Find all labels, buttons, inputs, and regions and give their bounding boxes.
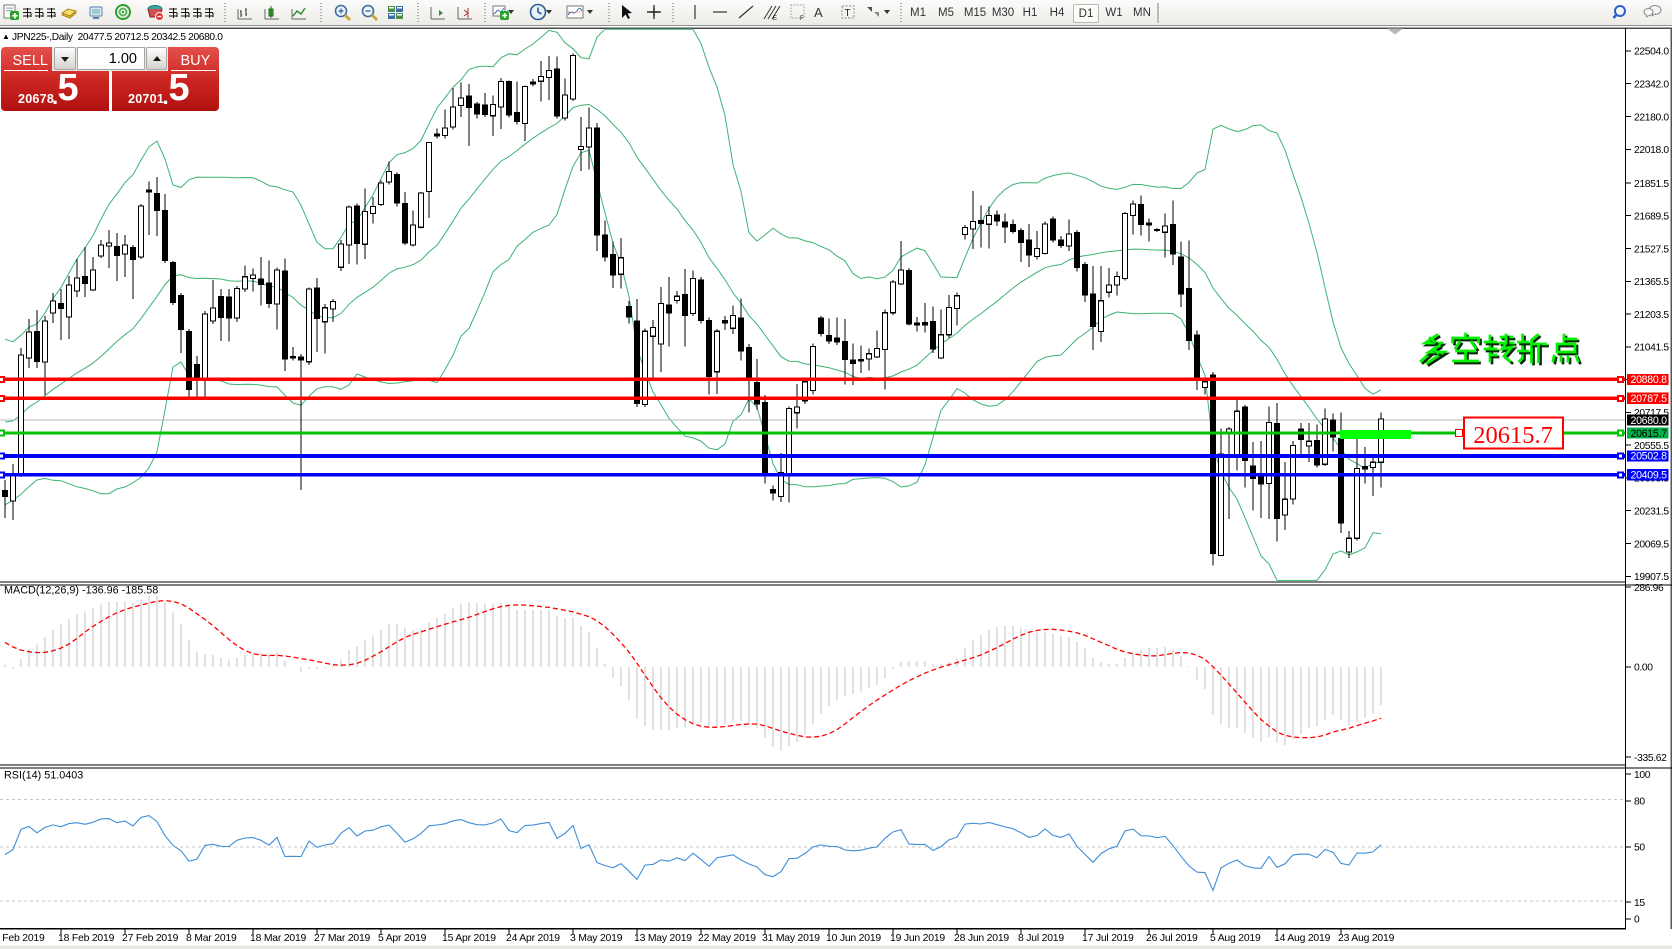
svg-text:5 Aug 2019: 5 Aug 2019 [1210,933,1261,944]
svg-text:20787.5: 20787.5 [1631,393,1668,405]
svg-text:15 Apr 2019: 15 Apr 2019 [442,933,496,944]
svg-text:21527.5: 21527.5 [1634,244,1669,255]
svg-text:21689.5: 21689.5 [1634,212,1669,223]
svg-text:31 May 2019: 31 May 2019 [762,933,820,944]
svg-text:26 Jul 2019: 26 Jul 2019 [1146,933,1198,944]
svg-text:8 Mar 2019: 8 Mar 2019 [186,933,237,944]
svg-text:8 Feb 2019: 8 Feb 2019 [0,933,45,944]
svg-text:20880.8: 20880.8 [1631,374,1668,386]
svg-text:22180.0: 22180.0 [1634,112,1669,123]
svg-text:20615.7: 20615.7 [1473,422,1553,449]
svg-text:MACD(12,26,9) -136.96 -185.58: MACD(12,26,9) -136.96 -185.58 [4,585,158,597]
svg-text:19 Jun 2019: 19 Jun 2019 [890,933,945,944]
svg-text:20409.5: 20409.5 [1631,470,1668,482]
svg-text:T: T [845,8,851,19]
svg-text:23 Aug 2019: 23 Aug 2019 [1338,933,1395,944]
svg-text:20069.5: 20069.5 [1634,539,1669,550]
svg-text:27 Feb 2019: 27 Feb 2019 [122,933,179,944]
svg-text:21041.5: 21041.5 [1634,343,1669,354]
svg-text:21203.5: 21203.5 [1634,310,1669,321]
svg-text:13 May 2019: 13 May 2019 [634,933,692,944]
svg-text:18 Mar 2019: 18 Mar 2019 [250,933,307,944]
svg-text:21365.5: 21365.5 [1634,277,1669,288]
svg-text:17 Jul 2019: 17 Jul 2019 [1082,933,1134,944]
svg-text:20555.5: 20555.5 [1634,441,1669,452]
svg-text:E: E [773,16,777,22]
svg-text:20680.0: 20680.0 [1631,415,1668,427]
svg-text:-335.62: -335.62 [1634,753,1667,764]
svg-text:19907.5: 19907.5 [1634,572,1669,583]
svg-text:20502.8: 20502.8 [1631,451,1668,463]
svg-text:0.00: 0.00 [1634,663,1653,674]
svg-text:20615.7: 20615.7 [1631,428,1668,440]
svg-text:18 Feb 2019: 18 Feb 2019 [58,933,115,944]
svg-text:15: 15 [1634,898,1645,909]
svg-text:5 Apr 2019: 5 Apr 2019 [378,933,427,944]
svg-text:22018.0: 22018.0 [1634,145,1669,156]
svg-text:10 Jun 2019: 10 Jun 2019 [826,933,881,944]
svg-text:RSI(14) 51.0403: RSI(14) 51.0403 [4,770,83,782]
svg-text:22342.0: 22342.0 [1634,80,1669,91]
svg-text:286.96: 286.96 [1634,583,1664,594]
svg-text:22 May 2019: 22 May 2019 [698,933,756,944]
svg-text:20231.5: 20231.5 [1634,507,1669,518]
svg-text:80: 80 [1634,797,1645,808]
svg-text:28 Jun 2019: 28 Jun 2019 [954,933,1009,944]
svg-text:14 Aug 2019: 14 Aug 2019 [1274,933,1331,944]
svg-text:21851.5: 21851.5 [1634,179,1669,190]
svg-text:27 Mar 2019: 27 Mar 2019 [314,933,371,944]
svg-text:50: 50 [1634,843,1645,854]
svg-text:22504.0: 22504.0 [1634,47,1669,58]
svg-text:8 Jul 2019: 8 Jul 2019 [1018,933,1064,944]
svg-text:0: 0 [1634,915,1640,926]
svg-text:F: F [800,16,804,22]
svg-text:100: 100 [1634,770,1651,781]
svg-text:24 Apr 2019: 24 Apr 2019 [506,933,560,944]
svg-text:3 May 2019: 3 May 2019 [570,933,623,944]
svg-text:20717.5: 20717.5 [1634,408,1669,419]
